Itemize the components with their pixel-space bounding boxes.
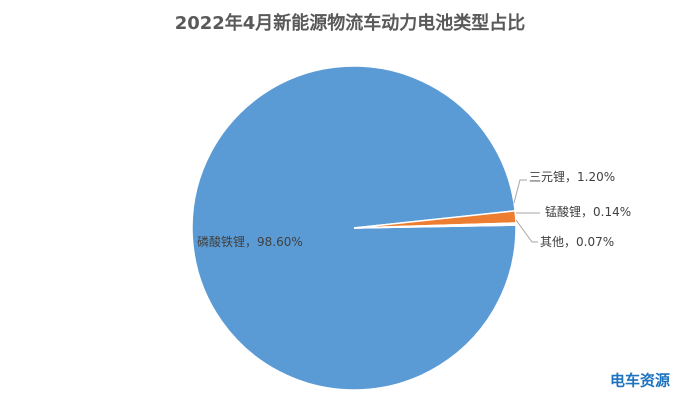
- leader-line: [513, 179, 527, 204]
- leader-line: [515, 219, 538, 243]
- label-category: 三元锂: [529, 169, 565, 184]
- pie: [191, 65, 517, 391]
- label-value: 98.60%: [257, 235, 303, 249]
- data-label: 三元锂，1.20%: [529, 169, 615, 184]
- label-separator: ，: [564, 235, 576, 249]
- label-category: 锰酸锂: [545, 204, 581, 219]
- label-separator: ，: [565, 170, 577, 184]
- watermark: 电车资源: [610, 372, 670, 390]
- label-value: 0.14%: [593, 205, 631, 219]
- label-category: 其他: [540, 235, 564, 249]
- label-separator: ，: [245, 235, 257, 249]
- label-separator: ，: [581, 205, 593, 219]
- label-category: 磷酸铁锂: [197, 234, 245, 249]
- label-value: 0.07%: [576, 235, 614, 249]
- pie-slice: [353, 223, 517, 229]
- label-value: 1.20%: [577, 170, 615, 184]
- chart-title: 2022年4月新能源物流车动力电池类型占比: [175, 12, 526, 34]
- data-label: 磷酸铁锂，98.60%: [197, 234, 303, 249]
- data-label: 锰酸锂，0.14%: [545, 204, 631, 219]
- data-label: 其他，0.07%: [540, 235, 614, 249]
